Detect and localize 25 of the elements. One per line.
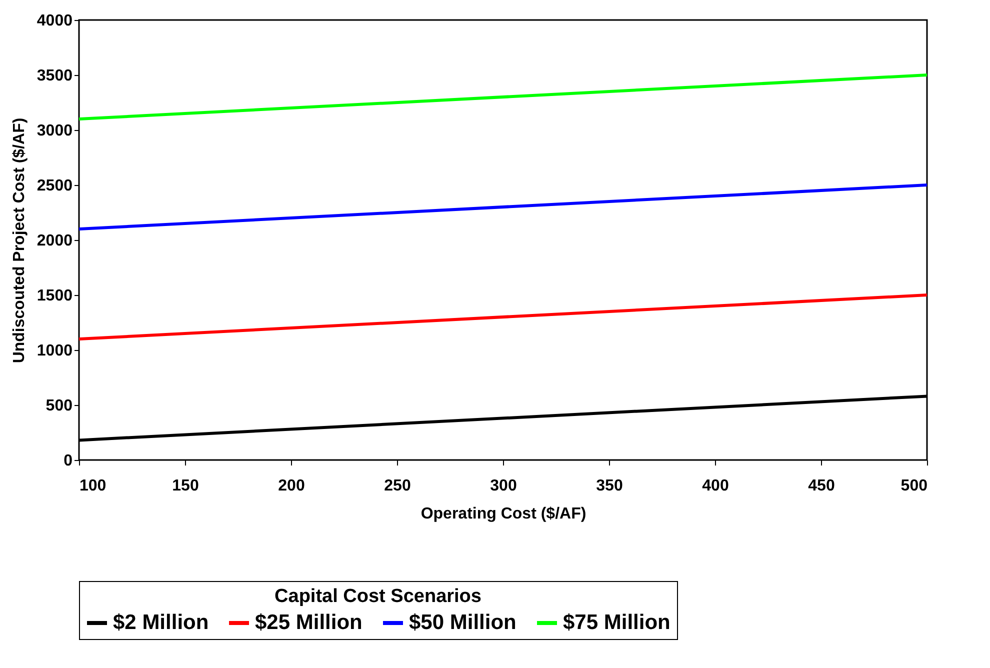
y-tick-label: 3000: [36, 122, 73, 140]
legend-title: Capital Cost Scenarios: [274, 586, 482, 607]
legend-label: $25 Million: [255, 611, 362, 634]
y-axis-title: Undiscouted Project Cost ($/AF): [10, 118, 28, 364]
legend-label: $75 Million: [563, 611, 670, 634]
x-tick-label: 150: [172, 478, 199, 494]
y-tick-label: 1000: [36, 342, 73, 360]
legend-label: $50 Million: [409, 611, 516, 634]
x-tick-label: 400: [702, 478, 729, 494]
x-tick-label: 450: [808, 478, 835, 494]
y-tick-label: 3500: [36, 68, 73, 84]
y-tick-label: 1500: [36, 288, 73, 304]
x-axis-title: Operating Cost ($/AF): [420, 506, 586, 522]
x-tick-label: 350: [596, 478, 623, 494]
y-tick-label: 2500: [36, 178, 73, 194]
x-tick-label: 300: [490, 478, 517, 494]
y-tick-label: 2000: [36, 232, 73, 250]
y-tick-label: 4000: [36, 12, 73, 30]
y-tick-label: 500: [46, 398, 73, 414]
x-tick-label: 200: [278, 478, 305, 494]
x-tick-label: 500: [900, 478, 928, 494]
x-tick-label: 100: [80, 478, 106, 494]
y-tick-label: 0: [64, 452, 73, 470]
legend-label: $2 Million: [113, 611, 209, 634]
x-tick-label: 250: [384, 478, 411, 494]
